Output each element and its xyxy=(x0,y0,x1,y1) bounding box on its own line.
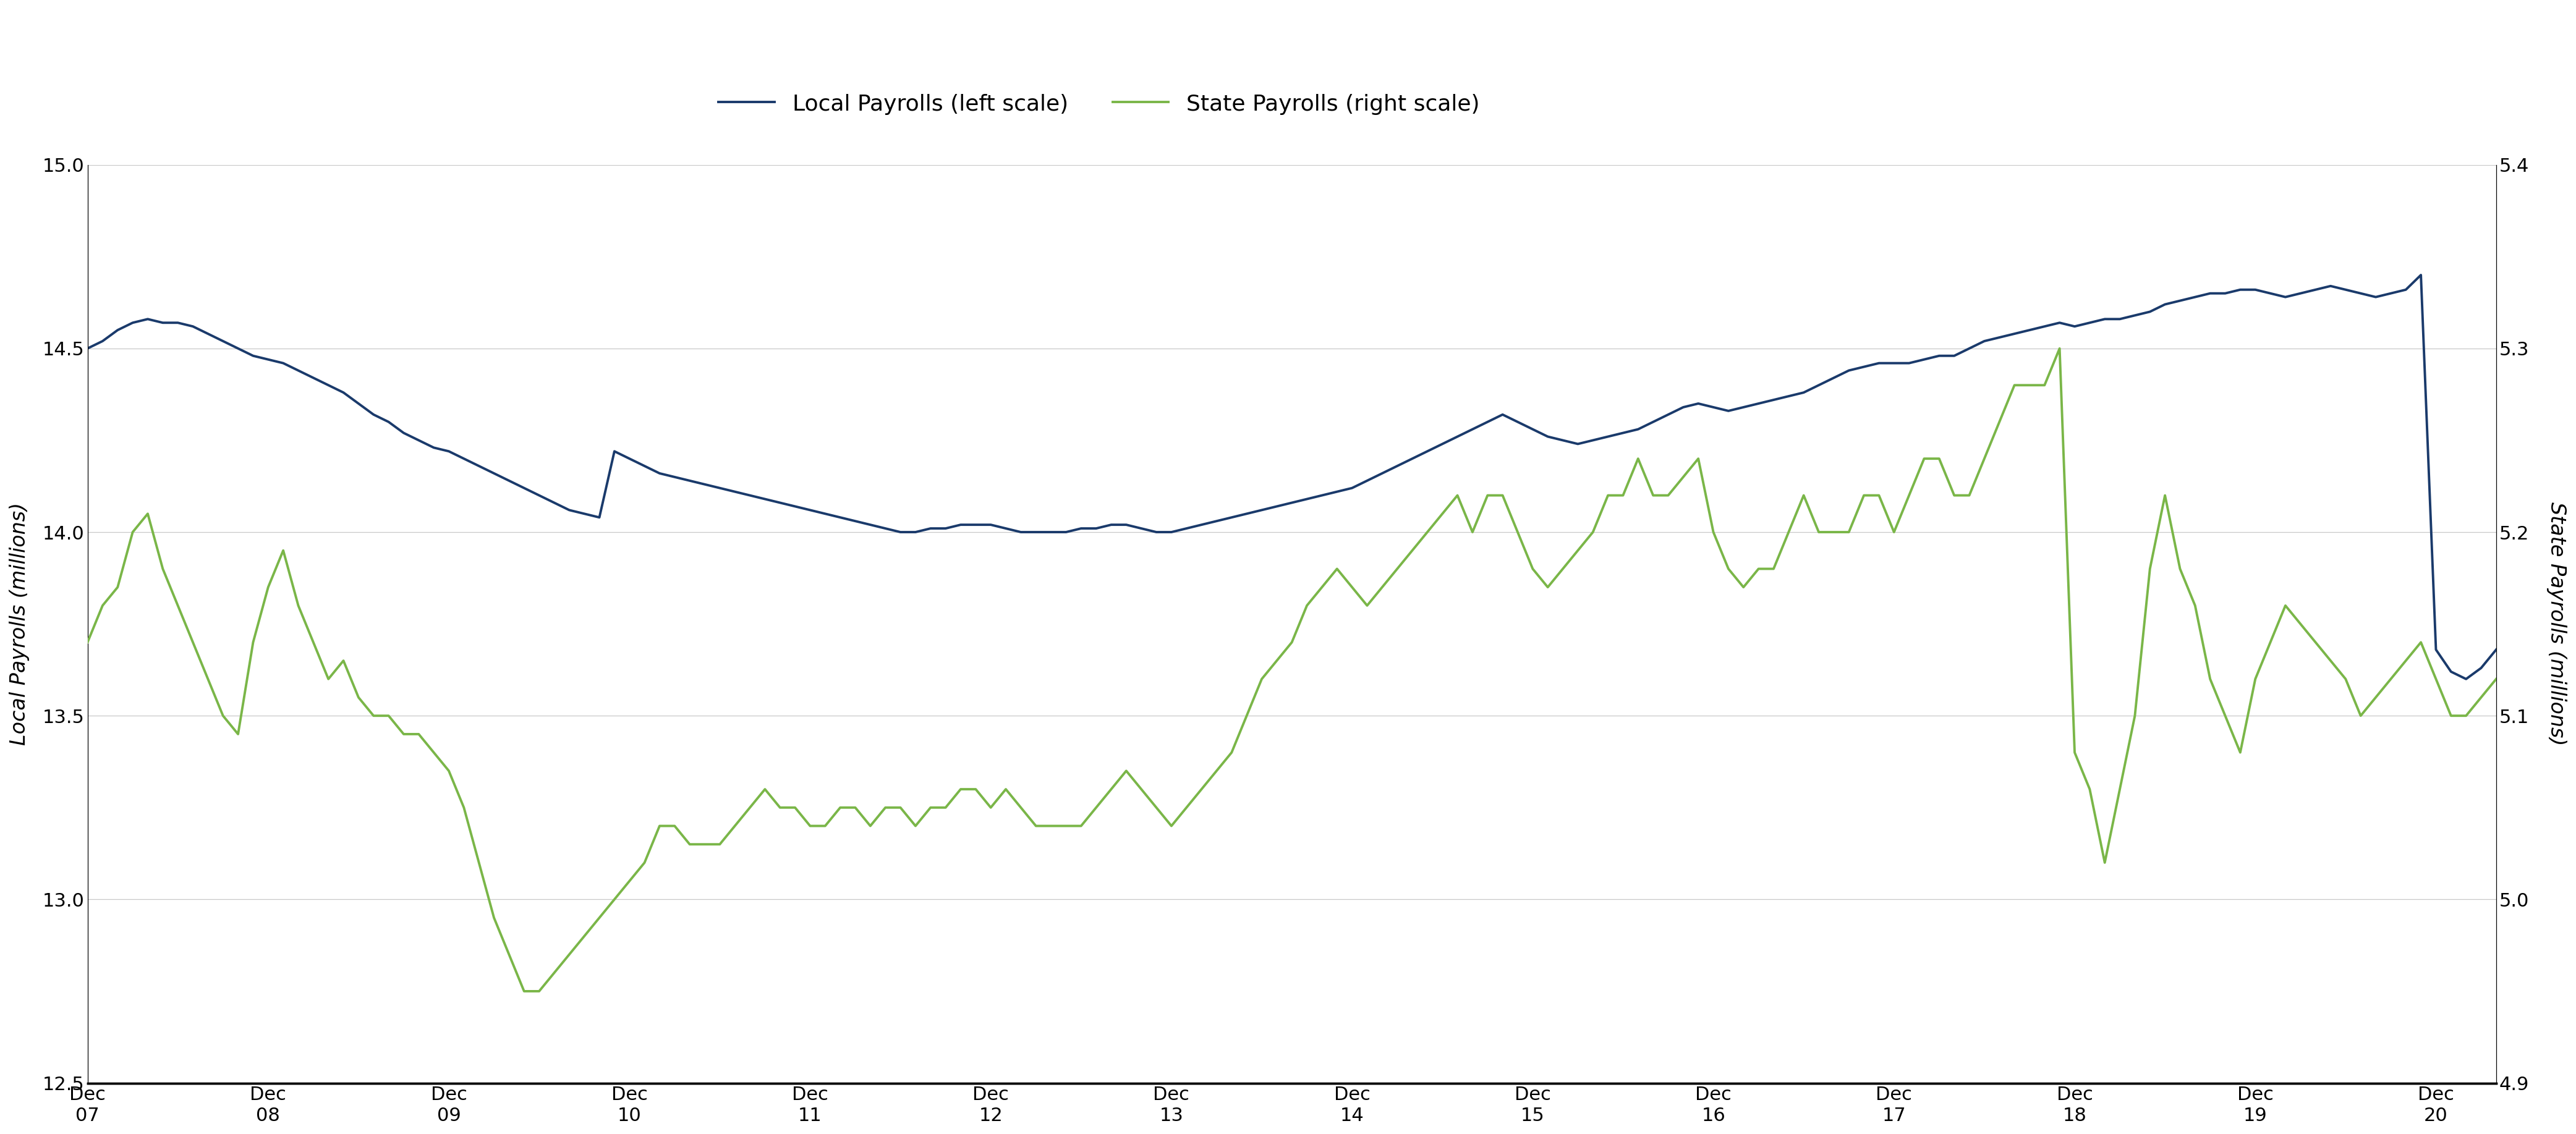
Local Payrolls (left scale) xyxy=(871,522,902,535)
Local Payrolls (left scale) xyxy=(2450,672,2481,686)
State Payrolls (right scale) xyxy=(2045,341,2076,355)
Local Payrolls (left scale) xyxy=(2074,316,2105,330)
State Payrolls (right scale) xyxy=(976,801,1007,814)
Legend: Local Payrolls (left scale), State Payrolls (right scale): Local Payrolls (left scale), State Payro… xyxy=(708,84,1489,124)
Line: State Payrolls (right scale): State Payrolls (right scale) xyxy=(88,348,2496,991)
Y-axis label: Local Payrolls (millions): Local Payrolls (millions) xyxy=(10,502,31,745)
Local Payrolls (left scale) xyxy=(2406,269,2437,282)
State Payrolls (right scale) xyxy=(507,984,538,998)
Line: Local Payrolls (left scale): Local Payrolls (left scale) xyxy=(88,276,2496,679)
Y-axis label: State Payrolls (millions): State Payrolls (millions) xyxy=(2545,502,2566,746)
Local Payrolls (left scale) xyxy=(2360,290,2391,304)
Local Payrolls (left scale) xyxy=(2195,287,2226,301)
Local Payrolls (left scale) xyxy=(961,518,992,532)
State Payrolls (right scale) xyxy=(2105,782,2136,796)
State Payrolls (right scale) xyxy=(2391,654,2421,668)
Local Payrolls (left scale) xyxy=(72,341,103,355)
State Payrolls (right scale) xyxy=(2226,746,2257,760)
State Payrolls (right scale) xyxy=(72,635,103,649)
State Payrolls (right scale) xyxy=(750,782,781,796)
State Payrolls (right scale) xyxy=(2481,672,2512,686)
Local Payrolls (left scale) xyxy=(2481,643,2512,657)
Local Payrolls (left scale) xyxy=(734,489,765,502)
State Payrolls (right scale) xyxy=(886,801,917,814)
